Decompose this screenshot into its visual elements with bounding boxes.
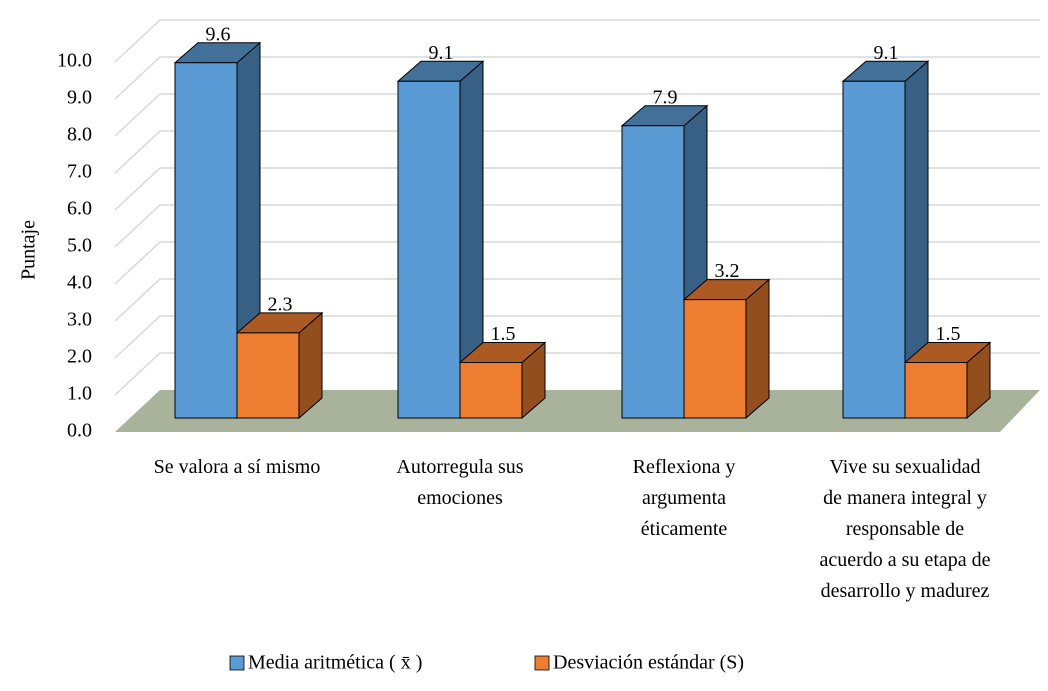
y-tick-label: 4.0 bbox=[67, 272, 92, 294]
grid-line bbox=[114, 19, 1040, 63]
data-label: 7.9 bbox=[653, 86, 678, 108]
x-tick-label: Reflexiona y argumenta éticamente bbox=[632, 456, 736, 540]
grid-line bbox=[114, 278, 1040, 322]
y-tick-label: 2.0 bbox=[67, 346, 92, 368]
bar-face bbox=[683, 299, 747, 419]
y-tick-label: 10.0 bbox=[57, 50, 92, 72]
grid-line bbox=[114, 56, 1040, 100]
bar bbox=[458, 341, 547, 420]
bar-face bbox=[621, 125, 685, 419]
bar-face bbox=[459, 362, 523, 419]
legend-swatch bbox=[229, 655, 245, 671]
y-tick-label: 9.0 bbox=[67, 87, 92, 109]
bar-face bbox=[397, 80, 461, 419]
bar bbox=[903, 341, 992, 420]
y-tick-label: 6.0 bbox=[67, 198, 92, 220]
x-tick-label: Se valora a sí mismo bbox=[153, 456, 321, 478]
data-label: 1.5 bbox=[491, 323, 516, 345]
data-label: 1.5 bbox=[936, 323, 961, 345]
grid-line bbox=[114, 167, 1040, 211]
bar-face bbox=[236, 332, 300, 419]
y-tick-label: 1.0 bbox=[67, 383, 92, 405]
bar-face bbox=[842, 80, 906, 419]
data-label: 9.1 bbox=[429, 42, 454, 64]
grid-line bbox=[114, 130, 1040, 174]
grid-line bbox=[114, 93, 1040, 137]
y-axis-label: Puntaje bbox=[18, 220, 40, 280]
legend-swatch bbox=[534, 655, 550, 671]
data-label: 3.2 bbox=[715, 260, 740, 282]
data-label: 2.3 bbox=[268, 293, 293, 315]
y-tick-label: 8.0 bbox=[67, 124, 92, 146]
y-tick-label: 7.0 bbox=[67, 161, 92, 183]
bar bbox=[841, 60, 930, 420]
x-tick-label: Autorregula sus emociones bbox=[396, 456, 524, 509]
bar bbox=[235, 311, 324, 420]
grid-line bbox=[114, 204, 1040, 248]
legend-label: Media aritmética ( x̄ ) bbox=[248, 652, 422, 674]
grid-line bbox=[114, 241, 1040, 285]
y-tick-label: 3.0 bbox=[67, 309, 92, 331]
y-tick-label: 0.0 bbox=[67, 420, 92, 442]
floor bbox=[115, 390, 1040, 432]
data-label: 9.1 bbox=[874, 42, 899, 64]
y-tick-label: 5.0 bbox=[67, 235, 92, 257]
bar-face bbox=[745, 278, 770, 420]
legend-label: Desviación estándar (S) bbox=[553, 652, 744, 674]
bar bbox=[682, 278, 771, 420]
data-label: 9.6 bbox=[206, 23, 231, 45]
bar-face bbox=[174, 62, 238, 419]
bar bbox=[396, 60, 485, 420]
bar-face bbox=[904, 362, 968, 419]
x-tick-label: Vive su sexualidad de manera integral y … bbox=[819, 456, 991, 602]
